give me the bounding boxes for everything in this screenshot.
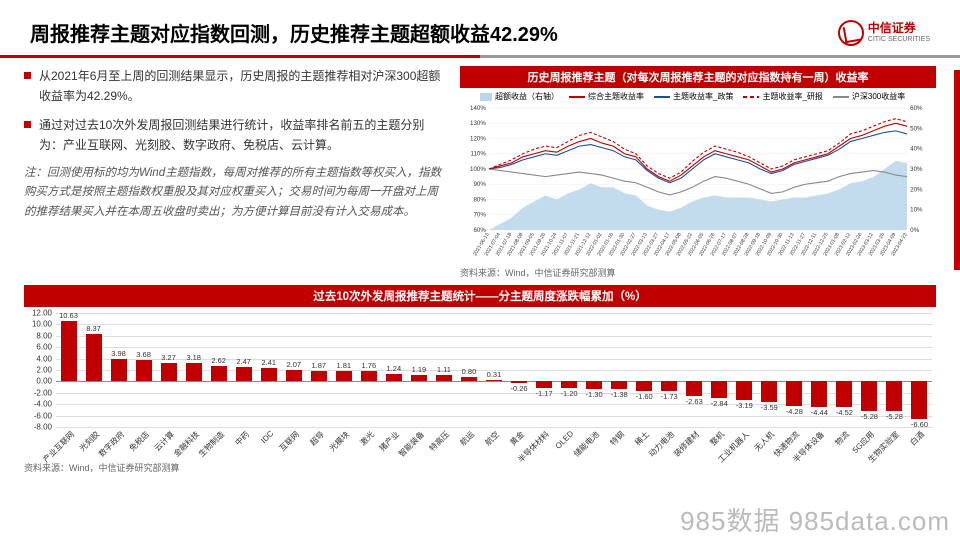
logo: 中信证券 CITIC SECURITIES	[838, 20, 930, 46]
svg-text:10%: 10%	[910, 207, 923, 214]
svg-text:140%: 140%	[470, 105, 486, 112]
side-strip	[954, 70, 960, 270]
bar-chart: -8.00-6.00-4.00-2.000.002.004.006.008.00…	[24, 309, 936, 459]
svg-text:0%: 0%	[910, 227, 920, 234]
svg-text:80%: 80%	[473, 197, 486, 204]
watermark: 985数据 985data.com	[680, 501, 950, 538]
svg-text:40%: 40%	[910, 146, 923, 153]
note-text: 注：回测使用标的均为Wind主题指数，每周对推荐的所有主题指数等权买入，指数购买…	[24, 164, 444, 223]
header-divider	[0, 55, 960, 58]
svg-text:20%: 20%	[910, 186, 923, 193]
bullet-2: 通过对过去10次外发周报回测结果进行统计，收益率排名前五的主题分别为：产业互联网…	[24, 115, 444, 156]
svg-text:100%: 100%	[470, 166, 486, 173]
line-chart-source: 资料来源：Wind，中信证券研究部测算	[460, 266, 936, 279]
page-title: 周报推荐主题对应指数回测，历史推荐主题超额收益42.29%	[30, 18, 558, 47]
svg-text:70%: 70%	[473, 212, 486, 219]
svg-text:130%: 130%	[470, 120, 486, 127]
svg-text:50%: 50%	[910, 125, 923, 132]
logo-main: 中信证券	[868, 22, 930, 35]
logo-icon	[838, 20, 864, 46]
bar-chart-title: 过去10次外发周报推荐主题统计——分主题周度涨跌幅累加（%）	[24, 285, 936, 307]
text-column: 从2021年6月至上周的回测结果显示，历史周报的主题推荐相对沪深300超额收益率…	[24, 66, 444, 279]
line-chart-title: 历史周报推荐主题（对每次周报推荐主题的对应指数持有一周）收益率	[460, 66, 936, 88]
logo-sub: CITIC SECURITIES	[868, 36, 930, 43]
svg-text:30%: 30%	[910, 166, 923, 173]
svg-text:120%: 120%	[470, 136, 486, 143]
svg-text:90%: 90%	[473, 181, 486, 188]
svg-text:60%: 60%	[910, 105, 923, 112]
svg-text:110%: 110%	[470, 151, 486, 158]
bullet-1: 从2021年6月至上周的回测结果显示，历史周报的主题推荐相对沪深300超额收益率…	[24, 66, 444, 107]
line-chart: 60% 70% 80% 90% 100% 110% 120% 130% 140% 0% 10% 20%…	[460, 104, 936, 264]
line-chart-legend: 超额收益（右轴）综合主题收益率主题收益率_政策主题收益率_研报沪深300收益率	[460, 88, 936, 104]
